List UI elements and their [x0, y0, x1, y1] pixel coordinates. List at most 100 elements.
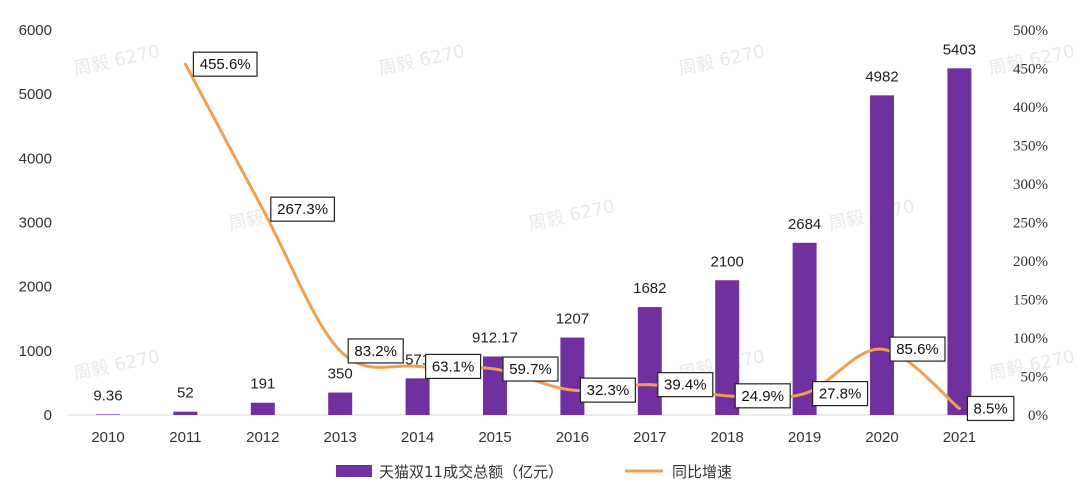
growth-label-box: [579, 377, 637, 403]
bar-value-label: 9.36: [93, 387, 122, 404]
growth-label: 24.9%: [734, 383, 791, 409]
bar-series: [96, 68, 972, 416]
left-tick-label: 4000: [19, 150, 52, 167]
bar: [328, 392, 353, 415]
legend-bar-swatch: [336, 465, 372, 477]
right-tick-label: 350%: [1013, 139, 1048, 155]
bar-value-label: 2100: [711, 253, 744, 270]
left-tick-label: 2000: [19, 279, 52, 296]
bar: [96, 414, 120, 415]
growth-label: 83.2%: [347, 338, 404, 364]
growth-label-text: 85.6%: [896, 341, 939, 358]
x-tick-label: 2021: [943, 429, 976, 446]
x-tick-label: 2010: [91, 429, 124, 446]
left-tick-label: 3000: [19, 215, 52, 232]
growth-label-box: [966, 395, 1015, 422]
bar: [870, 95, 894, 416]
growth-label-text: 8.5%: [973, 400, 1007, 417]
growth-label-text: 32.3%: [587, 382, 630, 399]
x-tick-label: 2015: [478, 429, 511, 446]
growth-label-text: 83.2%: [354, 343, 397, 360]
growth-label-text: 63.1%: [432, 358, 475, 375]
growth-label: 27.8%: [811, 380, 869, 407]
bar-value-label: 52: [177, 385, 194, 402]
right-tick-label: 500%: [1013, 23, 1048, 39]
right-tick-label: 100%: [1013, 331, 1048, 347]
bar-value-label: 912.17: [472, 329, 518, 346]
bar-value-label: 571: [405, 351, 430, 368]
bar-value-label: 5403: [943, 41, 976, 58]
watermark-text: 周毅 6270: [377, 41, 467, 80]
right-tick-label: 400%: [1013, 100, 1048, 116]
growth-label-box: [889, 336, 946, 362]
bar-value-label: 4982: [865, 68, 898, 85]
growth-label: 39.4%: [657, 372, 714, 398]
x-axis-labels: 2010 2011 2012 2013 2014 2015 2016 2017 2018 2019…: [91, 429, 976, 446]
growth-label: 63.1%: [425, 353, 482, 380]
watermark-text: 周毅 6270: [72, 346, 162, 385]
bar: [173, 411, 198, 415]
growth-label: 455.6%: [192, 51, 258, 77]
growth-line: [183, 62, 961, 410]
growth-label-text: 455.6%: [200, 56, 251, 73]
right-axis: 0% 50% 100% 150% 200% 250% 300% 350% 400% 450% 500…: [1013, 23, 1048, 424]
growth-label-text: 39.4%: [664, 377, 707, 394]
legend: 天猫双11成交总额（亿元） 同比增速: [336, 463, 732, 481]
growth-label: 85.6%: [889, 336, 946, 362]
legend-bar-label: 天猫双11成交总额（亿元）: [379, 463, 563, 481]
growth-label-text: 59.7%: [509, 361, 552, 378]
growth-label-text: 27.8%: [819, 386, 862, 403]
bar-data-labels: 9.36 52 191 350 571 912.17 1207 1682 2100 2684 498…: [93, 41, 976, 404]
growth-label-box: [811, 380, 869, 407]
growth-label-box: [270, 196, 335, 222]
growth-label-text: 267.3%: [277, 201, 328, 218]
right-tick-label: 50%: [1021, 370, 1049, 386]
watermark-text: 周毅 6270: [527, 196, 617, 235]
right-tick-label: 450%: [1013, 62, 1048, 78]
growth-label: 32.3%: [579, 377, 637, 403]
right-tick-label: 0%: [1028, 408, 1048, 424]
left-tick-label: 5000: [19, 86, 52, 103]
bar: [560, 337, 585, 415]
growth-label-box: [425, 353, 482, 380]
x-tick-label: 2012: [246, 429, 279, 446]
right-tick-label: 200%: [1013, 254, 1048, 270]
bar: [405, 378, 430, 415]
x-tick-label: 2018: [711, 429, 744, 446]
growth-label: 8.5%: [966, 395, 1015, 422]
bar: [637, 307, 662, 415]
bar: [947, 68, 972, 416]
bar-value-label: 191: [250, 376, 275, 393]
right-tick-label: 300%: [1013, 177, 1048, 193]
growth-label: 59.7%: [502, 356, 559, 382]
growth-label-box: [347, 338, 404, 364]
watermark-text: 周毅 6270: [677, 41, 767, 80]
x-tick-label: 2017: [633, 429, 666, 446]
right-tick-label: 150%: [1013, 293, 1048, 309]
left-axis: 0 1000 2000 3000 4000 5000 6000: [19, 22, 52, 424]
growth-label: 267.3%: [270, 196, 335, 222]
x-tick-label: 2016: [556, 429, 589, 446]
x-tick-label: 2011: [169, 429, 201, 446]
legend-line-label: 同比增速: [672, 463, 732, 481]
bar-value-label: 1207: [556, 311, 589, 328]
bar: [250, 402, 275, 415]
x-tick-label: 2020: [865, 429, 898, 446]
x-tick-label: 2014: [401, 429, 434, 446]
left-tick-label: 6000: [19, 22, 52, 39]
x-tick-label: 2019: [788, 429, 821, 446]
left-tick-label: 0: [44, 407, 52, 424]
growth-label-box: [192, 51, 258, 77]
bar-value-label: 1682: [633, 280, 666, 297]
bar-value-label: 350: [328, 366, 353, 383]
growth-label-box: [502, 356, 559, 382]
bar-value-label: 2684: [788, 216, 821, 233]
right-tick-label: 250%: [1013, 216, 1048, 232]
watermark-text: 周毅 6270: [72, 41, 162, 80]
growth-label-box: [657, 372, 714, 398]
left-tick-label: 1000: [19, 343, 52, 360]
x-tick-label: 2013: [324, 429, 357, 446]
growth-label-box: [734, 383, 791, 409]
